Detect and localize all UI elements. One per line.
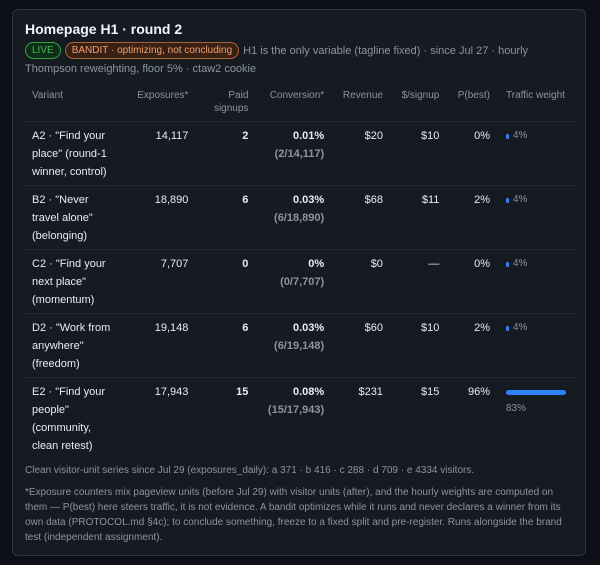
exposures-value: 17,943 <box>126 377 197 459</box>
conversion-ratio: (0/7,707) <box>280 276 325 288</box>
conversion-cell: 0.08% (15/17,943) <box>256 377 333 459</box>
revenue-value: $231 <box>332 377 391 459</box>
per-signup-value: $10 <box>390 313 448 378</box>
col-exposures: Exposures* <box>137 90 189 101</box>
conversion-cell: 0.01% (2/14,117) <box>256 121 333 186</box>
per-signup-value: $10 <box>390 121 448 186</box>
p-best-value: 0% <box>447 121 498 186</box>
traffic-weight-bar <box>506 197 509 203</box>
variant-name: A2 · "Find your place" (round-1 winner, … <box>24 121 126 186</box>
variant-name: D2 · "Work from anywhere" (freedom) <box>24 313 126 378</box>
experiment-card: Homepage H1 · round 2 LIVE BANDIT · optim… <box>12 9 586 556</box>
signups-value: 0 <box>196 249 257 314</box>
revenue-value: $68 <box>332 185 391 250</box>
traffic-weight-label: 4% <box>513 194 528 205</box>
col-per-signup: $/signup <box>401 90 440 101</box>
exposures-value: 18,890 <box>126 185 197 250</box>
traffic-weight-cell: 4% <box>498 121 576 186</box>
col-variant: Variant <box>32 90 63 101</box>
p-best-value: 2% <box>447 185 498 250</box>
exposures-value: 14,117 <box>126 121 197 186</box>
traffic-weight-bar-track <box>506 383 568 401</box>
signups-value: 2 <box>196 121 257 186</box>
conversion-rate: 0% <box>308 258 325 270</box>
conversion-rate: 0.03% <box>292 194 325 206</box>
traffic-weight-cell: 4% <box>498 185 576 250</box>
experiment-title: Homepage H1 · round 2 <box>25 21 183 37</box>
experiment-description: H1 is the only variable (tagline fixed) … <box>25 45 529 75</box>
conversion-rate: 0.03% <box>292 322 325 334</box>
p-best-value: 2% <box>447 313 498 378</box>
traffic-weight-cell: 83% <box>498 377 576 459</box>
variant-name: E2 · "Find your people" (community, clea… <box>24 377 126 459</box>
table-row: A2 · "Find your place" (round-1 winner, … <box>24 121 576 186</box>
traffic-weight-label: 4% <box>513 258 528 269</box>
per-signup-value: $15 <box>390 377 448 459</box>
traffic-weight-label: 4% <box>513 130 528 141</box>
bandit-badge: BANDIT · optimizing, not concluding <box>64 42 240 59</box>
revenue-value: $20 <box>332 121 391 186</box>
conversion-rate: 0.01% <box>292 130 325 142</box>
traffic-weight-cell: 4% <box>498 313 576 378</box>
conversion-cell: 0% (0/7,707) <box>256 249 333 314</box>
col-p-best: P(best) <box>457 90 490 101</box>
traffic-weight-bar <box>506 389 566 395</box>
p-best-value: 0% <box>447 249 498 314</box>
traffic-weight-cell: 4% <box>498 249 576 314</box>
signups-value: 15 <box>196 377 257 459</box>
traffic-weight-bar <box>506 325 509 331</box>
table-row: E2 · "Find your people" (community, clea… <box>24 377 576 459</box>
per-signup-value: — <box>390 249 448 314</box>
exposures-value: 7,707 <box>126 249 197 314</box>
conversion-ratio: (15/17,943) <box>267 404 325 416</box>
conversion-rate: 0.08% <box>292 386 325 398</box>
col-revenue: Revenue <box>342 90 383 101</box>
variant-name: C2 · "Find your next place" (momentum) <box>24 249 126 314</box>
p-best-value: 96% <box>447 377 498 459</box>
per-signup-value: $11 <box>390 185 448 250</box>
col-traffic-weight: Traffic weight <box>506 90 565 101</box>
table-row: B2 · "Never travel alone" (belonging) 18,… <box>24 185 576 250</box>
table-row: C2 · "Find your next place" (momentum) 7,… <box>24 249 576 314</box>
traffic-weight-label: 83% <box>506 403 527 414</box>
traffic-weight-bar <box>506 133 509 139</box>
conversion-cell: 0.03% (6/19,148) <box>256 313 333 378</box>
variant-name: B2 · "Never travel alone" (belonging) <box>24 185 126 250</box>
conversion-ratio: (2/14,117) <box>274 148 325 160</box>
experiment-meta: LIVE BANDIT · optimizing, not concluding H… <box>25 42 575 78</box>
variants-table: Variant Exposures* Paid signups Conversi… <box>24 86 576 459</box>
live-badge: LIVE <box>25 42 61 59</box>
conversion-ratio: (6/19,148) <box>274 340 325 352</box>
clean-series-note: Clean visitor-unit series since Jul 29 (… <box>25 465 475 476</box>
exposures-value: 19,148 <box>126 313 197 378</box>
col-paid-signups: Paid signups <box>213 90 249 114</box>
conversion-cell: 0.03% (6/18,890) <box>256 185 333 250</box>
traffic-weight-label: 4% <box>513 322 528 333</box>
exposure-footnote: *Exposure counters mix pageview units (b… <box>25 487 562 543</box>
revenue-value: $0 <box>332 249 391 314</box>
col-conversion: Conversion* <box>269 90 325 101</box>
table-header-row: Variant Exposures* Paid signups Conversi… <box>24 86 576 122</box>
table-row: D2 · "Work from anywhere" (freedom) 19,14… <box>24 313 576 378</box>
conversion-ratio: (6/18,890) <box>274 212 325 224</box>
traffic-weight-bar <box>506 261 509 267</box>
signups-value: 6 <box>196 313 257 378</box>
revenue-value: $60 <box>332 313 391 378</box>
signups-value: 6 <box>196 185 257 250</box>
